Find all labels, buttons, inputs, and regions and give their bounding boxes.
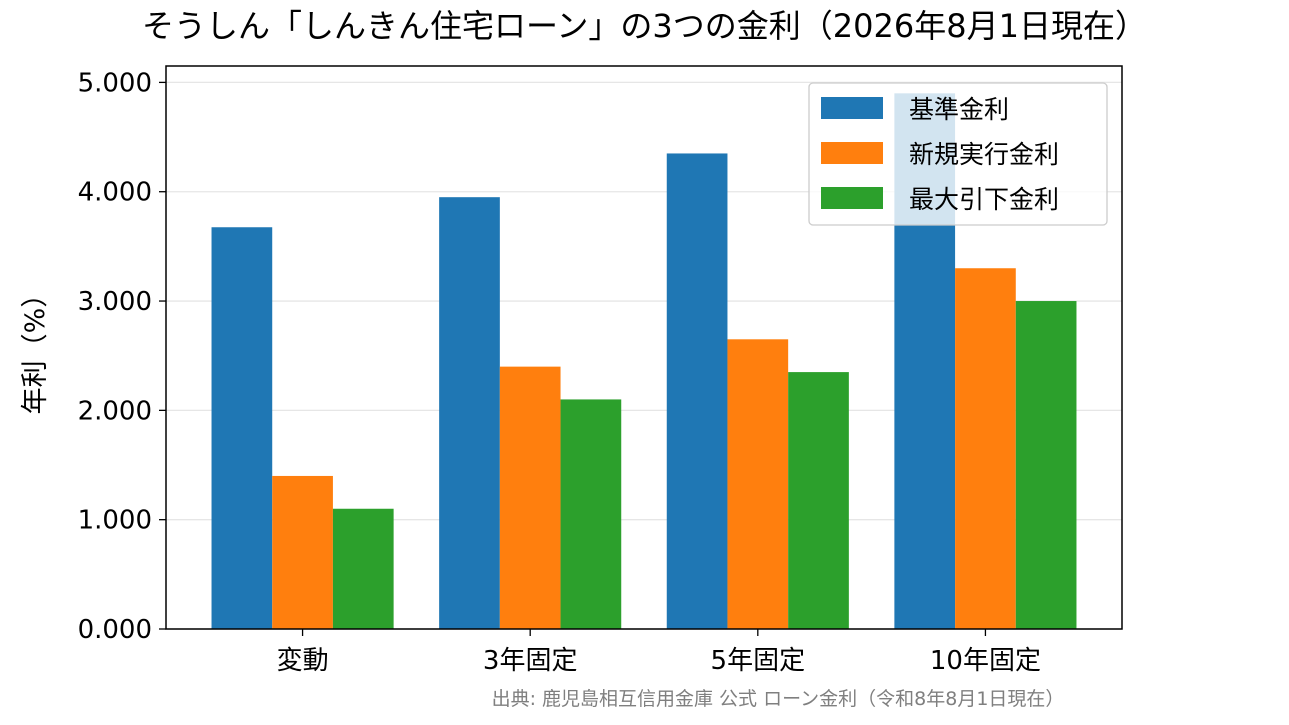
legend-swatch [821,142,883,164]
x-tick-label: 変動 [277,646,329,676]
bar [272,475,333,629]
bar [666,153,728,630]
bar [1015,301,1077,629]
axes: 0.000 1.000 2.000 3.000 4.000 5.000 変動 3年固定 5年固定… [20,68,1041,676]
legend-label: 新規実行金利 [909,140,1059,169]
x-tick-label: 5年固定 [711,646,806,676]
y-tick-label: 0.000 [78,615,152,645]
bar [560,399,622,629]
bars [211,93,1077,630]
bar [788,372,849,629]
bar [499,366,561,629]
legend-label: 基準金利 [909,95,1009,124]
legend-swatch [821,187,883,209]
x-tick-label: 3年固定 [483,646,578,676]
source-note: 出典: 鹿児島相互信用金庫 公式 ローン金利（令和8年8月1日現在） [491,688,1065,710]
bar [439,197,500,630]
x-tick-label: 10年固定 [930,646,1041,676]
y-tick-label: 2.000 [78,396,152,426]
chart-title: そうしん「しんきん住宅ローン」の3つの金利（2026年8月1日現在） [142,7,1147,45]
legend-label: 最大引下金利 [909,185,1059,214]
bar [727,339,789,629]
plot-frame [165,65,1123,630]
y-tick-label: 4.000 [78,178,152,208]
y-tick-label: 1.000 [78,506,152,536]
y-tick-label: 5.000 [78,68,152,98]
y-axis-label: 年利（%） [20,281,51,415]
bar [955,268,1016,629]
legend-box [808,82,1108,226]
bar [211,227,273,630]
y-tick-label: 3.000 [78,287,152,317]
bar [332,508,394,629]
legend-swatch [821,97,883,119]
